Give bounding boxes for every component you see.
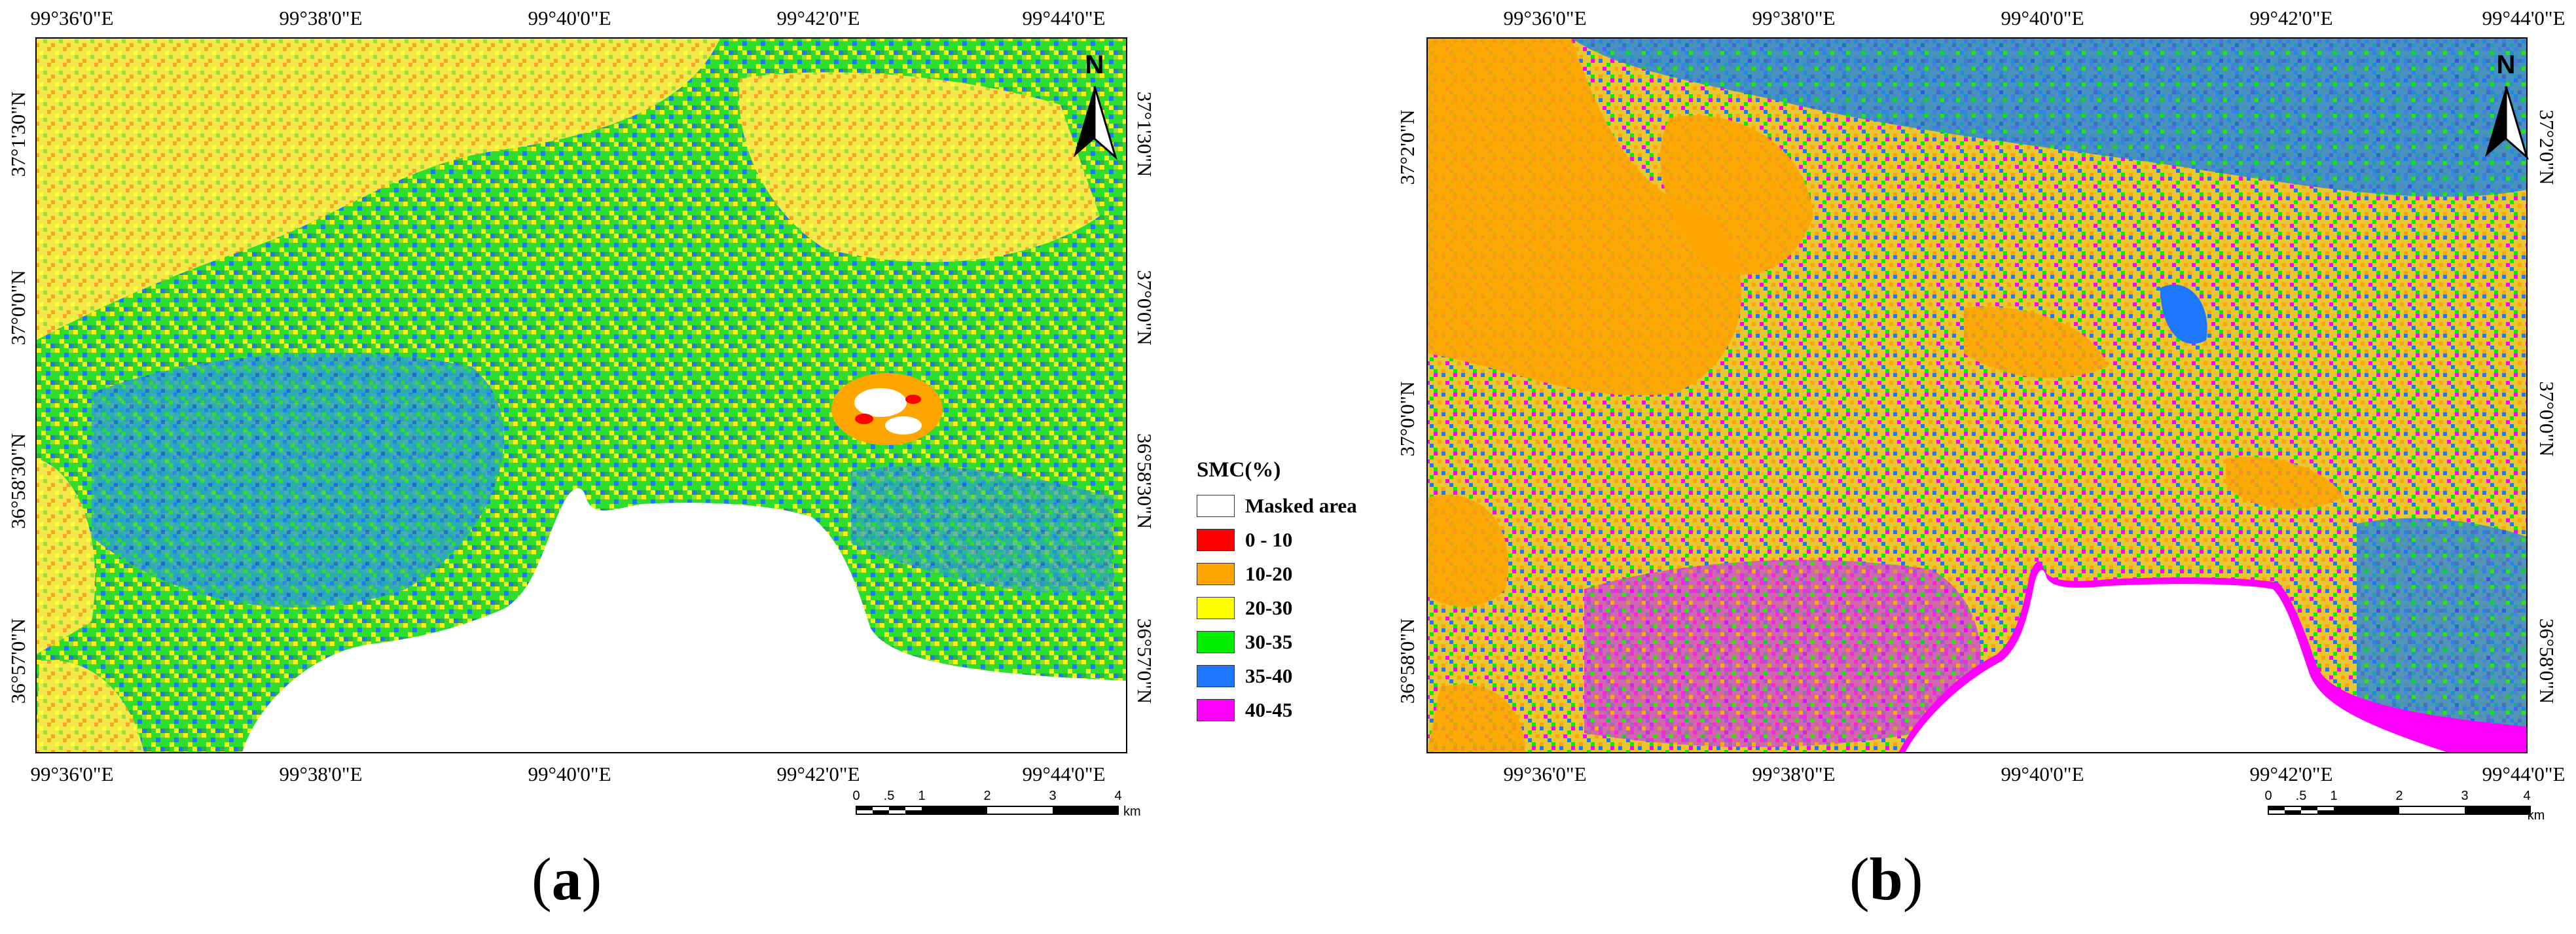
tick-label: 99°42'0"E: [776, 7, 860, 29]
tick-label: 36°57'0"N: [1133, 619, 1156, 704]
panel-letter-a: a: [551, 846, 582, 912]
panel-b-north-arrow: N: [2485, 50, 2529, 160]
tick-label: 99°42'0"E: [2249, 7, 2332, 29]
scalebar-label: 0: [2264, 789, 2272, 803]
scalebar-label: 4: [1114, 789, 1121, 803]
panel-a-bottom-ticks: 99°36'0"E 99°38'0"E 99°40'0"E 99°42'0"E …: [30, 763, 1105, 785]
panel-b-map: [1427, 38, 2527, 753]
legend-item: 30-35: [1197, 625, 1393, 659]
scalebar-label: 3: [2461, 789, 2468, 803]
panel-a-left-ticks: 37°1'30"N 37°0'0"N 36°58'30"N 36°57'0"N: [7, 92, 29, 704]
legend-item: 20-30: [1197, 591, 1393, 625]
panel-letter-b: b: [1869, 846, 1903, 912]
scalebar-unit: km: [2528, 808, 2545, 823]
tick-label: 99°36'0"E: [1503, 7, 1586, 29]
tick-label: 37°1'30"N: [1133, 92, 1156, 177]
legend-label: 35-40: [1245, 664, 1293, 687]
legend-label: 30-35: [1245, 630, 1293, 653]
tick-label: 99°36'0"E: [30, 7, 113, 29]
legend-swatch: [1197, 631, 1235, 653]
tick-label: 99°40'0"E: [528, 7, 611, 29]
tick-label: 99°44'0"E: [1022, 763, 1105, 785]
panel-b-right-ticks: 37°2'0"N 37°0'0"N 36°58'0"N: [2535, 109, 2558, 704]
legend-label: 0 - 10: [1245, 528, 1293, 551]
legend-label: 10-20: [1245, 562, 1293, 585]
tick-label: 99°36'0"E: [1503, 763, 1586, 785]
scalebar-label: 2: [983, 789, 990, 803]
tick-label: 99°38'0"E: [1752, 7, 1835, 29]
tick-label: 36°57'0"N: [7, 619, 29, 704]
tick-label: 99°38'0"E: [1752, 763, 1835, 785]
scalebar-label: 4: [2523, 789, 2530, 803]
legend-swatch: [1197, 665, 1235, 687]
legend-swatch: [1197, 529, 1235, 551]
tick-label: 37°1'30"N: [7, 92, 29, 177]
panel-a-right-ticks: 37°1'30"N 37°0'0"N 36°58'30"N 36°57'0"N: [1133, 92, 1156, 704]
legend-item: 0 - 10: [1197, 523, 1393, 557]
tick-label: 99°42'0"E: [776, 763, 860, 785]
panel-b-scalebar: 0 .5 1 2 3 4 km: [2264, 789, 2545, 823]
legend-swatch: [1197, 495, 1235, 517]
tick-label: 36°58'0"N: [1396, 619, 1419, 704]
tick-label: 36°58'0"N: [2535, 619, 2558, 704]
tick-label: 99°44'0"E: [2482, 7, 2565, 29]
tick-label: 99°40'0"E: [2001, 7, 2084, 29]
scalebar-unit: km: [1123, 804, 1141, 819]
legend-items: Masked area 0 - 10 10-20 20-30 30-35 35-40 40-…: [1197, 489, 1393, 727]
legend-item: 35-40: [1197, 659, 1393, 693]
tick-label: 37°2'0"N: [1396, 109, 1419, 185]
legend-item: 40-45: [1197, 693, 1393, 727]
legend-label: 20-30: [1245, 596, 1293, 619]
legend-item: 10-20: [1197, 557, 1393, 591]
tick-label: 99°38'0"E: [279, 763, 362, 785]
scalebar-label: 2: [2395, 789, 2403, 803]
legend-label: Masked area: [1245, 494, 1357, 517]
panel-b-top-ticks: 99°36'0"E 99°38'0"E 99°40'0"E 99°42'0"E …: [1503, 7, 2565, 29]
scalebar-label: .5: [884, 789, 895, 803]
tick-label: 99°38'0"E: [279, 7, 362, 29]
tick-label: 36°58'30"N: [7, 433, 29, 529]
panel-a-scalebar: 0 .5 1 2 3 4 km: [852, 789, 1140, 819]
panel-b-bottom-ticks: 99°36'0"E 99°38'0"E 99°40'0"E 99°42'0"E …: [1503, 763, 2565, 785]
scalebar-label: 3: [1049, 789, 1056, 803]
panel-label-b: (b): [1849, 846, 1923, 912]
north-label: N: [1085, 50, 1104, 79]
legend-swatch: [1197, 699, 1235, 721]
tick-label: 37°0'0"N: [1133, 270, 1156, 345]
tick-label: 37°0'0"N: [1396, 381, 1419, 456]
legend-title: SMC(%): [1197, 458, 1281, 482]
panel-a-map: [36, 38, 1127, 753]
legend-item: Masked area: [1197, 489, 1393, 523]
panel-label-a: (a): [532, 846, 602, 912]
legend-swatch: [1197, 563, 1235, 585]
legend-swatch: [1197, 597, 1235, 619]
scalebar-label: .5: [2296, 789, 2307, 803]
tick-label: 99°44'0"E: [2482, 763, 2565, 785]
panel-a-top-ticks: 99°36'0"E 99°38'0"E 99°40'0"E 99°42'0"E …: [30, 7, 1105, 29]
panel-a-north-arrow: N: [1074, 50, 1117, 160]
tick-label: 99°40'0"E: [2001, 763, 2084, 785]
tick-label: 99°44'0"E: [1022, 7, 1105, 29]
tick-label: 99°40'0"E: [528, 763, 611, 785]
scalebar-label: 1: [2330, 789, 2337, 803]
tick-label: 99°42'0"E: [2249, 763, 2332, 785]
tick-label: 37°2'0"N: [2535, 109, 2558, 185]
legend: SMC(%) Masked area 0 - 10 10-20 20-30 30-35 3…: [1197, 458, 1393, 727]
tick-label: 99°36'0"E: [30, 763, 113, 785]
tick-label: 37°0'0"N: [2535, 381, 2558, 456]
scalebar-label: 1: [918, 789, 925, 803]
scalebar-label: 0: [852, 789, 860, 803]
tick-label: 37°0'0"N: [7, 270, 29, 345]
legend-label: 40-45: [1245, 698, 1293, 721]
tick-label: 36°58'30"N: [1133, 433, 1156, 529]
panel-b-left-ticks: 37°2'0"N 37°0'0"N 36°58'0"N: [1396, 109, 1419, 704]
north-label: N: [2497, 50, 2516, 79]
